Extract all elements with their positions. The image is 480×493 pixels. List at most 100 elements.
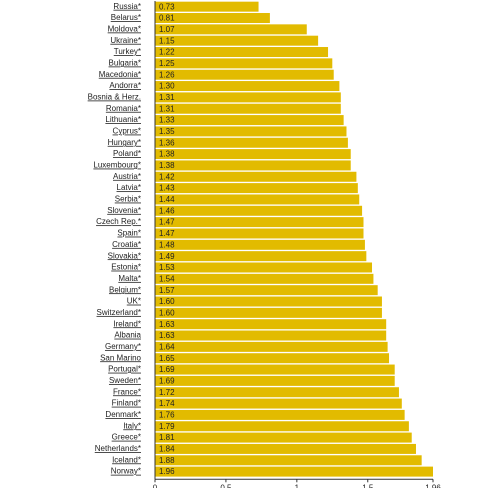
bar xyxy=(155,466,433,477)
category-label: Hungary* xyxy=(108,138,141,147)
value-label: 1.25 xyxy=(159,59,175,68)
category-label: Portugal* xyxy=(108,365,141,374)
category-label: Luxembourg* xyxy=(93,161,141,170)
x-tick-label: 1 xyxy=(295,483,300,488)
category-label: Macedonia* xyxy=(99,70,141,79)
value-label: 1.76 xyxy=(159,411,175,420)
value-label: 1.88 xyxy=(159,456,175,465)
bar xyxy=(155,194,360,205)
category-label: Romania* xyxy=(106,104,141,113)
bar xyxy=(155,171,357,182)
value-label: 1.72 xyxy=(159,388,175,397)
value-label: 1.69 xyxy=(159,365,175,374)
bar xyxy=(155,228,364,239)
value-label: 1.47 xyxy=(159,218,175,227)
bar xyxy=(155,330,387,341)
bar xyxy=(155,285,378,296)
category-label: Belgium* xyxy=(109,285,141,294)
value-label: 1.53 xyxy=(159,263,175,272)
bar xyxy=(155,353,390,364)
value-label: 1.35 xyxy=(159,127,175,136)
bar xyxy=(155,81,340,92)
category-label: France* xyxy=(113,387,141,396)
bar xyxy=(155,35,319,46)
category-label: Sweden* xyxy=(109,376,141,385)
bar xyxy=(155,307,382,318)
value-label: 1.57 xyxy=(159,286,175,295)
value-label: 1.31 xyxy=(159,93,175,102)
value-label: 1.84 xyxy=(159,445,175,454)
value-label: 1.26 xyxy=(159,70,175,79)
value-label: 1.38 xyxy=(159,150,175,159)
category-label: Slovakia* xyxy=(108,251,141,260)
x-tick-label: 0 xyxy=(153,483,158,488)
bar xyxy=(155,69,334,80)
bar xyxy=(155,319,387,330)
bar xyxy=(155,387,399,398)
bar xyxy=(155,421,409,432)
value-label: 1.64 xyxy=(159,342,175,351)
value-label: 1.54 xyxy=(159,274,175,283)
category-label: Estonia* xyxy=(111,263,141,272)
category-label: Lithuania* xyxy=(105,115,141,124)
bar xyxy=(155,341,388,352)
bar xyxy=(155,364,395,375)
value-label: 1.36 xyxy=(159,138,175,147)
value-label: 1.47 xyxy=(159,229,175,238)
category-label: Serbia* xyxy=(115,195,141,204)
bar xyxy=(155,115,344,126)
bar xyxy=(155,205,363,216)
bar xyxy=(155,126,347,137)
category-label: Latvia* xyxy=(117,183,141,192)
category-label: Moldova* xyxy=(108,24,141,33)
bar xyxy=(155,13,270,24)
value-label: 0.81 xyxy=(159,14,175,23)
bar xyxy=(155,160,351,171)
bar xyxy=(155,409,405,420)
bar xyxy=(155,239,365,250)
category-label: Bulgaria* xyxy=(109,58,141,67)
value-label: 1.96 xyxy=(159,467,175,476)
bar xyxy=(155,58,333,69)
category-label: Russia* xyxy=(113,2,141,11)
category-label: Turkey* xyxy=(114,47,141,56)
category-label: Andorra* xyxy=(109,81,141,90)
bar xyxy=(155,262,373,273)
value-label: 1.69 xyxy=(159,376,175,385)
bar xyxy=(155,296,382,307)
bar xyxy=(155,183,358,194)
category-label: Poland* xyxy=(113,149,141,158)
value-label: 1.33 xyxy=(159,116,175,125)
bar xyxy=(155,443,416,454)
value-label: 1.07 xyxy=(159,25,175,34)
value-label: 1.74 xyxy=(159,399,175,408)
category-label: Czech Rep.* xyxy=(96,217,141,226)
value-label: 1.15 xyxy=(159,36,175,45)
category-label: Cyprus* xyxy=(113,127,141,136)
bar xyxy=(155,103,341,114)
category-label: Malta* xyxy=(118,274,141,283)
category-label: Netherlands* xyxy=(95,444,141,453)
bar xyxy=(155,251,367,262)
bar xyxy=(155,149,351,160)
category-label: Croatia* xyxy=(112,240,141,249)
category-label: San Marino xyxy=(100,353,141,362)
category-label: Bosnia & Herz. xyxy=(88,92,141,101)
value-label: 1.81 xyxy=(159,433,175,442)
bar xyxy=(155,217,364,228)
value-label: 1.60 xyxy=(159,308,175,317)
bar xyxy=(155,455,422,466)
bar xyxy=(155,432,412,443)
category-label: Spain* xyxy=(117,229,141,238)
value-label: 1.65 xyxy=(159,354,175,363)
value-label: 1.63 xyxy=(159,320,175,329)
category-label: Slovenia* xyxy=(107,206,141,215)
category-label: Belarus* xyxy=(111,13,141,22)
value-label: 1.22 xyxy=(159,48,175,57)
bar xyxy=(155,47,329,58)
category-label: Austria* xyxy=(113,172,141,181)
bar xyxy=(155,398,402,409)
value-label: 1.42 xyxy=(159,172,175,181)
bar xyxy=(155,92,341,103)
